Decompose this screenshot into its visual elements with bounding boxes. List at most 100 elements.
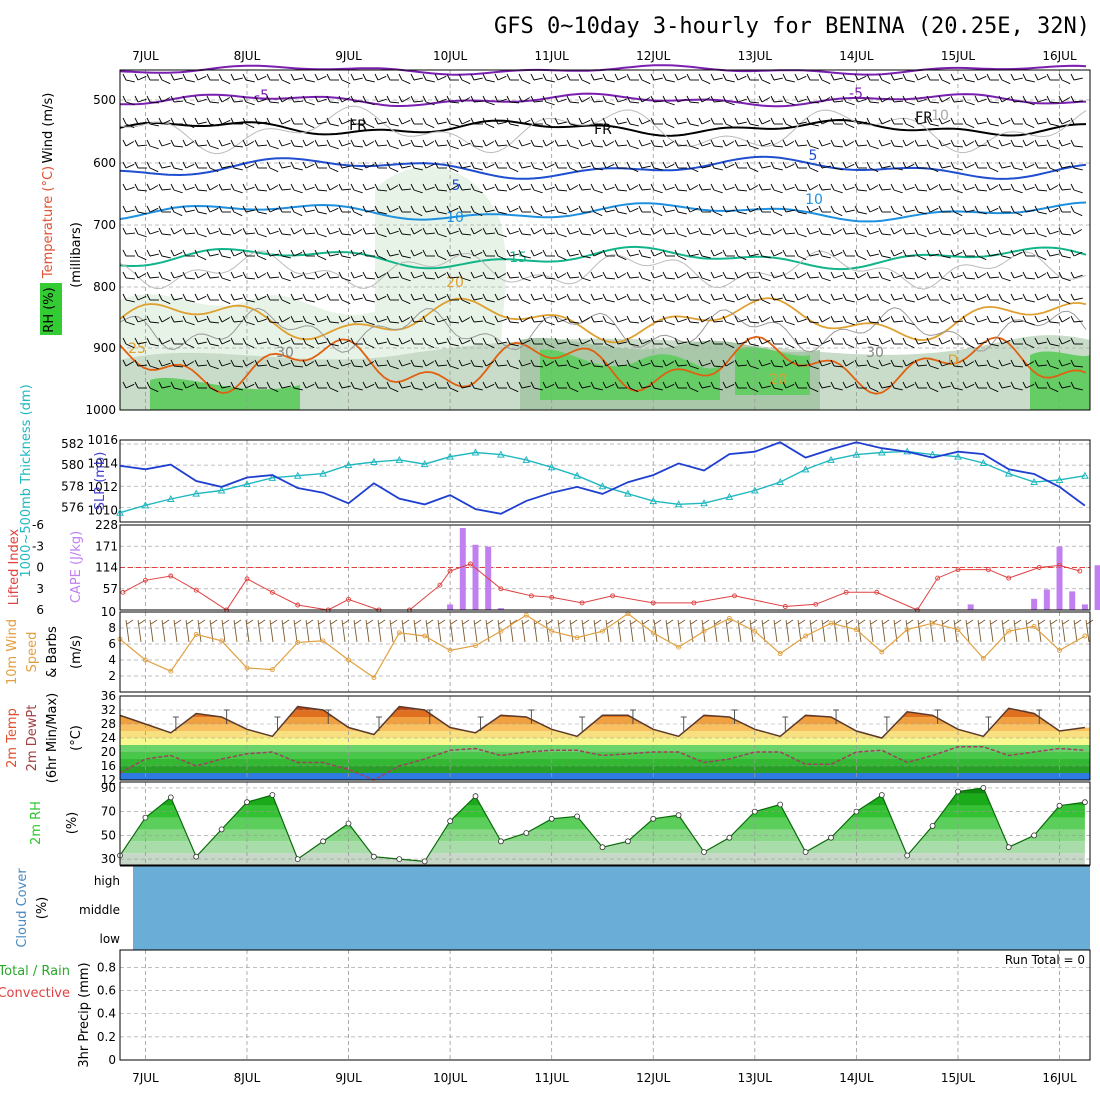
surface-wind-barb-feather	[162, 619, 170, 625]
wind-barb-feather	[458, 249, 463, 257]
wind-barb-feather	[854, 161, 859, 169]
wind-barb	[689, 145, 699, 150]
wind-barb	[149, 207, 159, 213]
wind-barb-feather	[554, 117, 559, 125]
temp-tick: 28	[101, 717, 116, 731]
wind-barb	[317, 121, 327, 125]
surface-wind-barb-feather	[222, 619, 230, 625]
wind-barb	[809, 365, 819, 370]
rh-marker	[701, 849, 707, 855]
wind-barb	[641, 339, 651, 345]
wind-barb	[545, 277, 556, 280]
wind-barb-feather	[926, 293, 931, 301]
wind-barb-feather	[626, 73, 631, 81]
wind-barb	[161, 119, 171, 125]
wind-barb-feather	[182, 315, 187, 323]
wind-barb	[593, 211, 603, 217]
wind-barb-feather	[266, 249, 271, 257]
wind-barb	[449, 207, 459, 213]
wind-barb-feather	[854, 117, 859, 125]
wind-barb-feather	[854, 73, 859, 81]
li-marker	[650, 600, 656, 606]
wind-barb-feather	[998, 117, 1003, 125]
wind-barb-feather	[170, 227, 175, 235]
wind-barb-feather	[434, 315, 439, 323]
wind-barb	[533, 145, 544, 148]
wind-barb	[1001, 385, 1011, 389]
bottom-day-label: 12JUL	[636, 1071, 671, 1085]
wind-barb-feather	[482, 183, 487, 191]
wind-barb	[653, 297, 663, 301]
wind-barb	[449, 185, 459, 191]
wind-barb-feather	[614, 227, 619, 235]
wind-barb	[845, 321, 855, 326]
wind-barb	[1049, 167, 1059, 173]
wind-marker	[980, 655, 986, 661]
wind-barb	[701, 317, 711, 323]
wind-barb	[473, 229, 483, 235]
wind-barb-feather	[506, 117, 511, 125]
wind-barb	[809, 145, 819, 150]
wind-barb	[869, 253, 879, 257]
wind-barb	[437, 121, 447, 125]
wind-barb	[485, 186, 495, 191]
wind-barb	[581, 362, 591, 367]
wind-barb-feather	[422, 227, 427, 235]
wind-barb-feather	[134, 227, 139, 235]
wind-barb	[245, 343, 255, 349]
wind-barb-feather	[494, 315, 499, 323]
wind-barb-feather	[734, 161, 739, 169]
wind-barb	[797, 295, 807, 301]
wind-barb	[761, 188, 772, 191]
wind-barb-feather	[770, 227, 775, 235]
wind-barb	[185, 383, 195, 389]
wind-barb	[485, 209, 495, 213]
bottom-day-label: 9JUL	[335, 1071, 362, 1085]
wind-barb-feather	[566, 337, 571, 345]
wind-barb-feather	[890, 139, 895, 147]
wind-barb-feather	[710, 183, 715, 191]
wind-barb	[173, 211, 183, 217]
wind-barb-feather	[338, 315, 343, 323]
wind-barb-feather	[1046, 249, 1051, 257]
wind-barb-feather	[926, 337, 931, 345]
slp-tick: 1012	[87, 480, 118, 494]
wind-barb	[989, 365, 999, 370]
wind-barb-feather	[866, 227, 871, 235]
wind-marker	[828, 620, 834, 626]
wind-barb	[185, 277, 196, 280]
thickness-marker	[827, 455, 835, 463]
wind-barb-feather	[146, 227, 151, 235]
wind-barb-feather	[326, 293, 331, 301]
wind-barb-feather	[230, 117, 235, 125]
wind-barb-feather	[830, 183, 835, 191]
wind-barb-feather	[254, 271, 259, 279]
wind-barb-feather	[314, 205, 319, 213]
wind-barb	[677, 211, 687, 215]
wind-barb-feather	[914, 359, 919, 367]
wind-barb	[197, 98, 207, 103]
wind-barb	[857, 233, 867, 238]
surface-wind-barb	[473, 619, 478, 643]
wind-barb	[425, 321, 435, 326]
wind-barb	[533, 387, 543, 391]
wind-barb	[905, 232, 916, 235]
wind-barb	[209, 253, 219, 257]
wind-barb	[833, 320, 844, 323]
wind-barb	[569, 185, 579, 191]
wind-barb-feather	[698, 117, 703, 125]
wind-barb	[857, 318, 867, 323]
wind-barb-feather	[578, 161, 583, 169]
wind-barb-feather	[650, 117, 655, 125]
wind-barb	[749, 230, 759, 235]
wind-barb	[797, 255, 807, 261]
wind-barb-feather	[602, 205, 607, 213]
wind-barb-feather	[482, 205, 487, 213]
wind-barb	[521, 233, 532, 236]
wind-barb	[329, 321, 340, 324]
li-marker	[874, 589, 880, 595]
surface-wind-barb	[377, 619, 382, 643]
wind-barb	[929, 387, 939, 393]
rh-marker	[193, 853, 200, 860]
